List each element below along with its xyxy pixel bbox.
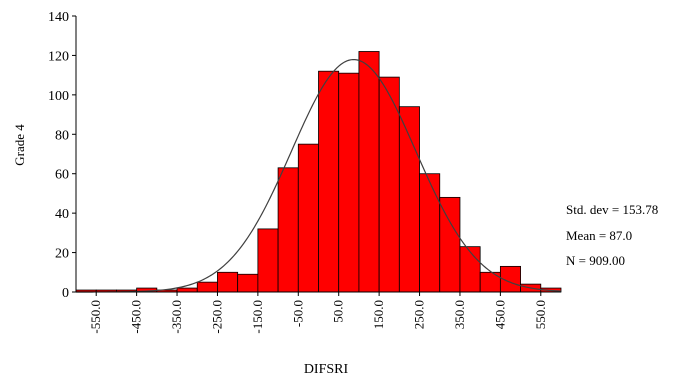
y-tick-label: 0 [62, 286, 69, 301]
histogram-bar [196, 281, 218, 293]
stats-legend: Std. dev = 153.78 Mean = 87.0 N = 909.00 [566, 197, 658, 274]
histogram-bar [398, 106, 420, 293]
normal-curve [76, 58, 562, 293]
histogram-bar [439, 196, 461, 293]
histogram-bar [257, 228, 279, 293]
x-tick-label: 450.0 [492, 300, 507, 329]
x-tick-label: -250.0 [209, 300, 224, 334]
y-tick-label: 20 [55, 247, 69, 262]
y-tick-label: 120 [48, 49, 69, 64]
x-tick-label: 50.0 [331, 300, 346, 323]
y-axis-label: Grade 4 [12, 124, 27, 166]
histogram-bars [75, 51, 562, 293]
histogram-bar [277, 167, 299, 293]
histogram-bar [358, 51, 380, 293]
x-tick-label: -350.0 [169, 300, 184, 334]
x-tick-label: -50.0 [290, 300, 305, 327]
y-tick-label: 100 [48, 89, 69, 104]
x-tick-label: 550.0 [533, 300, 548, 329]
histogram-bar [419, 173, 441, 293]
histogram-bar [318, 70, 340, 293]
histogram-bar [237, 273, 259, 293]
x-tick-label: 250.0 [412, 300, 427, 329]
x-tick-label: 350.0 [452, 300, 467, 329]
y-axis-ticks: 0 20 40 60 80 100 120 140 [48, 10, 76, 301]
x-tick-label: 150.0 [371, 300, 386, 329]
x-tick-label: -150.0 [250, 300, 265, 334]
mean-text: Mean = 87.0 [566, 227, 633, 243]
std-dev-text: Std. dev = 153.78 [566, 202, 659, 217]
y-tick-label: 40 [55, 207, 69, 222]
x-axis-ticks: -550.0 -450.0 -350.0 -250.0 -150.0 -50.0 50.0 1… [88, 292, 548, 334]
n-text: N = 909.00 [566, 253, 625, 268]
y-tick-label: 140 [48, 10, 69, 25]
y-tick-label: 80 [55, 128, 69, 143]
x-tick-label: -550.0 [88, 300, 103, 334]
histogram-bar [297, 143, 319, 293]
histogram-bar [338, 72, 360, 293]
x-axis-label: DIFSRI [304, 362, 349, 377]
histogram-bar [176, 287, 198, 293]
x-tick-label: -450.0 [129, 300, 144, 334]
histogram-bar [217, 271, 239, 293]
y-tick-label: 60 [55, 168, 69, 183]
histogram-bar [459, 246, 481, 293]
